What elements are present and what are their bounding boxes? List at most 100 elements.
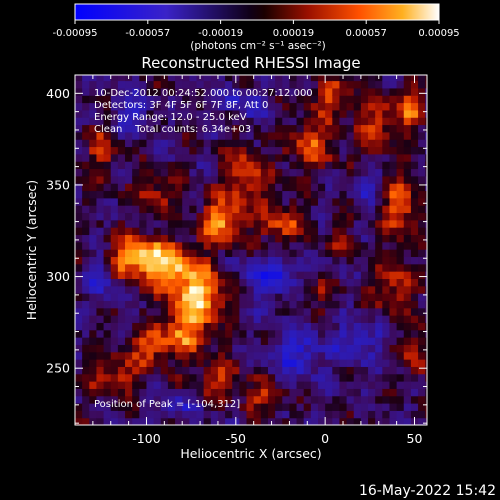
heatmap-cell [425,75,427,82]
heatmap-cell [318,285,326,294]
heatmap-cell [146,278,155,287]
heatmap-cell [232,117,240,126]
heatmap-cell [332,249,341,258]
heatmap-cell [418,168,426,177]
heatmap-cell [289,80,298,89]
heatmap-cell [103,197,112,206]
heatmap-cell [425,124,427,133]
heatmap-cell [353,227,362,236]
heatmap-cell [360,366,369,375]
heatmap-cell [175,227,183,236]
heatmap-cell [75,109,83,118]
heatmap-cell [389,278,398,287]
heatmap-cell [210,175,219,184]
heatmap-cell [289,410,298,419]
heatmap-cell [167,153,176,162]
heatmap-cell [360,102,369,111]
heatmap-cell [203,183,212,192]
heatmap-cell [318,87,326,96]
heatmap-cell [239,395,248,404]
heatmap-cell [260,373,269,382]
heatmap-cell [403,293,412,301]
heatmap-cell [389,337,398,345]
heatmap-cell [389,109,398,118]
annotations: 10-Dec-2012 00:24:52.000 to 00:27:12.000… [94,88,313,410]
heatmap-cell [260,87,269,96]
heatmap-cell [360,234,369,243]
heatmap-cell [246,337,255,345]
heatmap-cell [289,395,298,404]
heatmap-cell [360,263,369,272]
heatmap-cell [296,153,305,162]
heatmap-cell [139,300,148,309]
heatmap-cell [318,153,326,162]
heatmap-cell [418,300,426,309]
heatmap-cell [310,131,319,140]
heatmap-cell [139,212,148,221]
heatmap-cell [318,403,326,411]
heatmap-cell [389,95,398,104]
heatmap-cell [325,175,333,184]
heatmap-cell [132,344,140,353]
heatmap-cell [346,388,355,397]
heatmap-cell [346,212,355,221]
heatmap-cell [253,102,262,111]
heatmap-cell [246,124,255,133]
heatmap-cell [232,337,240,345]
heatmap-cell [296,417,305,425]
heatmap-cell [289,205,298,214]
heatmap-cell [346,249,355,258]
heatmap-cell [296,322,305,331]
heatmap-cell [260,293,269,301]
heatmap-cell [239,227,248,236]
heatmap-cell [375,322,383,331]
heatmap-cell [125,87,133,96]
heatmap-cell [160,271,169,279]
heatmap-cell [275,381,283,389]
heatmap-cell [225,175,233,184]
heatmap-cell [160,351,169,360]
x-tick-label: -100 [132,431,160,446]
annotation-time-range: 10-Dec-2012 00:24:52.000 to 00:27:12.000 [94,88,313,99]
heatmap-cell [96,146,105,155]
heatmap-cell [418,146,426,155]
heatmap-cell [410,241,419,250]
heatmap-cell [339,351,348,360]
heatmap-cell [96,329,105,338]
heatmap-cell [153,278,162,287]
heatmap-cell [246,190,255,199]
heatmap-cell [160,227,169,236]
heatmap-cell [353,322,362,331]
heatmap-cell [282,190,291,199]
heatmap-cell [275,263,283,272]
heatmap-cell [139,102,148,111]
heatmap-cell [125,285,133,294]
heatmap-cell [260,300,269,309]
heatmap-cell [139,315,148,323]
heatmap-cell [410,175,419,184]
heatmap-cell [296,124,305,133]
heatmap-cell [296,234,305,243]
heatmap-cell [139,183,148,192]
heatmap-cell [325,359,333,367]
heatmap-cell [132,117,140,126]
heatmap-cell [89,256,98,265]
heatmap-cell [125,153,133,162]
heatmap-cell [353,168,362,177]
heatmap-cell [396,344,405,353]
heatmap-cell [425,95,427,104]
heatmap-cell [132,190,140,199]
heatmap-cell [132,285,140,294]
heatmap-cell [375,344,383,353]
heatmap-cell [146,395,155,404]
heatmap-cell [139,285,148,294]
heatmap-cell [246,153,255,162]
heatmap-cell [82,183,90,192]
heatmap-cell [182,102,190,111]
heatmap-cell [125,146,133,155]
heatmap-cell [267,117,276,126]
heatmap-cell [403,139,412,148]
heatmap-cell [196,205,205,214]
heatmap-cell [318,278,326,287]
heatmap-cell [196,197,205,206]
